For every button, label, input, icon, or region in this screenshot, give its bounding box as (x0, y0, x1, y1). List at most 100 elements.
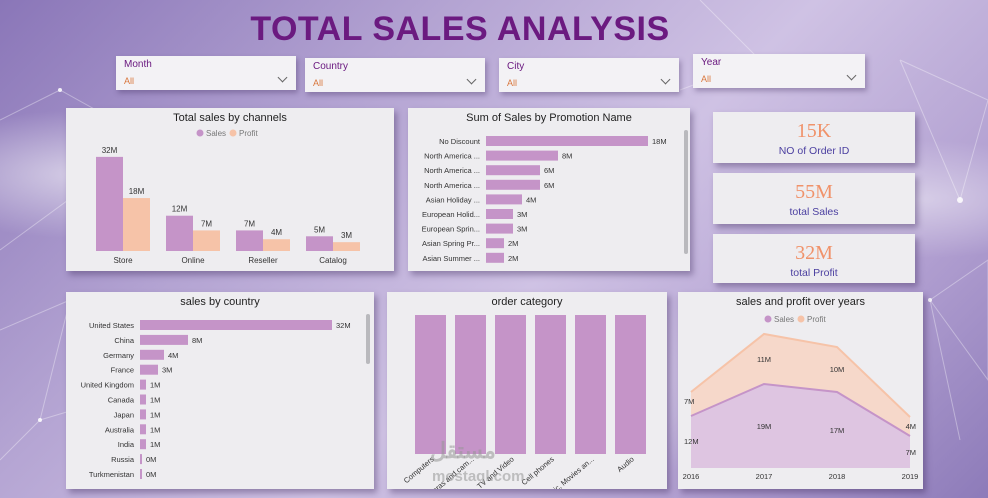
country-slicer[interactable]: Country All (305, 58, 485, 92)
line-sales (690, 382, 911, 437)
bar (140, 409, 146, 420)
legend-marker (229, 129, 237, 137)
data-label: 0M (146, 455, 156, 464)
kpi-value: 15K (796, 120, 832, 142)
data-label: 12M (172, 205, 188, 214)
data-label-sales: 7M (906, 448, 916, 457)
chart-title: order category (491, 296, 563, 308)
bar (486, 223, 513, 234)
category-label: Cell phones (520, 454, 556, 487)
bar (140, 394, 146, 405)
bar-profit (333, 242, 360, 251)
data-label: 6M (544, 166, 554, 175)
data-label: 18M (652, 137, 667, 146)
bar-profit (263, 239, 290, 251)
x-tick-label: 2018 (829, 472, 846, 481)
x-tick-label: 2017 (756, 472, 773, 481)
slicer-value: All (313, 78, 324, 88)
kpi-caption: total Profit (790, 267, 838, 279)
kpi-order-count: 15K NO of Order ID (713, 112, 915, 163)
bar-sales (306, 236, 333, 251)
category-label: European Sprin... (422, 225, 480, 234)
area-sales (691, 384, 910, 468)
bar-sales (166, 215, 193, 251)
promotion-chart-panel[interactable]: Sum of Sales by Promotion Name No Discou… (408, 108, 690, 271)
city-slicer[interactable]: City All (499, 58, 679, 92)
data-label: 7M (201, 219, 212, 228)
category-label: North America ... (424, 181, 480, 190)
kpi-caption: NO of Order ID (778, 145, 850, 157)
slicer-label: Year (701, 57, 722, 68)
data-label: 32M (102, 146, 118, 155)
data-label: 18M (129, 187, 145, 196)
data-label-profit: 11M (757, 355, 771, 364)
kpi-total-sales: 55M total Sales (713, 173, 915, 224)
data-label-profit: 7M (684, 397, 694, 406)
bar (615, 315, 646, 454)
bar (486, 209, 513, 219)
data-label: 2M (508, 254, 518, 263)
slicer-label: City (507, 61, 525, 72)
slicer-value: All (507, 78, 518, 88)
data-label: 3M (341, 231, 352, 240)
kpi-caption: total Sales (789, 206, 839, 218)
promotion-chart: No Discount 18M North America ... 8M North A… (422, 136, 667, 263)
x-tick-label: 2019 (902, 472, 919, 481)
legend-marker (797, 315, 805, 323)
data-label: 4M (271, 228, 282, 237)
category-label: Asian Spring Pr... (422, 239, 480, 248)
kpi-total-profit: 32M total Profit (713, 234, 915, 283)
category-label: Russia (111, 455, 135, 464)
category-label: Asian Holiday ... (426, 195, 480, 204)
month-slicer[interactable]: Month All (116, 56, 296, 90)
chart-title: sales and profit over years (735, 296, 865, 308)
channels-chart-panel[interactable]: Total sales by channels Sales Profit 32M 18… (66, 108, 394, 271)
legend-marker (196, 129, 204, 137)
bar (535, 315, 566, 454)
watermark-latin: mostaql.com (432, 468, 525, 485)
chart-title: Total sales by channels (173, 112, 287, 124)
data-label: 1M (150, 410, 160, 419)
kpi-value: 55M (795, 181, 833, 203)
year-slicer[interactable]: Year All (693, 54, 865, 88)
data-label: 1M (150, 381, 160, 390)
category-label: Store (113, 256, 133, 265)
scrollbar[interactable] (366, 314, 370, 364)
years-chart: Sales Profit 2016 2017 2018 2019 7M 11M 10M 4M 12M… (683, 315, 919, 481)
category-label: Online (181, 256, 205, 265)
bar (495, 315, 526, 454)
bar (486, 136, 648, 146)
data-label-sales: 17M (830, 426, 845, 435)
bar-profit (123, 198, 150, 251)
category-label: Turkmenistan (89, 470, 134, 479)
category-label: Australia (105, 425, 135, 434)
category-label: European Holid... (422, 210, 480, 219)
data-label: 3M (162, 366, 172, 375)
scrollbar[interactable] (684, 130, 688, 254)
data-label: 1M (150, 396, 160, 405)
category-chart-panel[interactable]: order category Computers Cameras and cam.… (387, 292, 667, 489)
slicer-value: All (124, 76, 135, 86)
bar (415, 315, 446, 454)
kpi-value: 32M (795, 242, 833, 264)
chart-title: sales by country (180, 296, 260, 308)
country-chart-panel[interactable]: sales by country United States 32M China 8M… (66, 292, 374, 489)
watermark-arabic: مستقل (430, 438, 496, 463)
category-label: Japan (114, 410, 134, 419)
bar (140, 424, 146, 435)
bar-sales (236, 230, 263, 251)
category-label: Asian Summer ... (422, 254, 480, 263)
data-label: 8M (192, 336, 202, 345)
x-tick-label: 2016 (683, 472, 700, 481)
legend-label: Profit (239, 129, 258, 138)
bar (486, 194, 522, 205)
data-label: 1M (150, 425, 160, 434)
category-label: United Kingdom (81, 381, 134, 390)
bar (140, 439, 146, 450)
data-label: 5M (314, 225, 325, 234)
slicer-value: All (701, 74, 712, 84)
country-chart: United States 32M China 8M Germany 4M France 3M… (81, 320, 351, 479)
years-chart-panel[interactable]: sales and profit over years Sales Profit 2… (678, 292, 923, 489)
data-label-profit: 10M (830, 365, 845, 374)
data-label: 0M (146, 470, 156, 479)
